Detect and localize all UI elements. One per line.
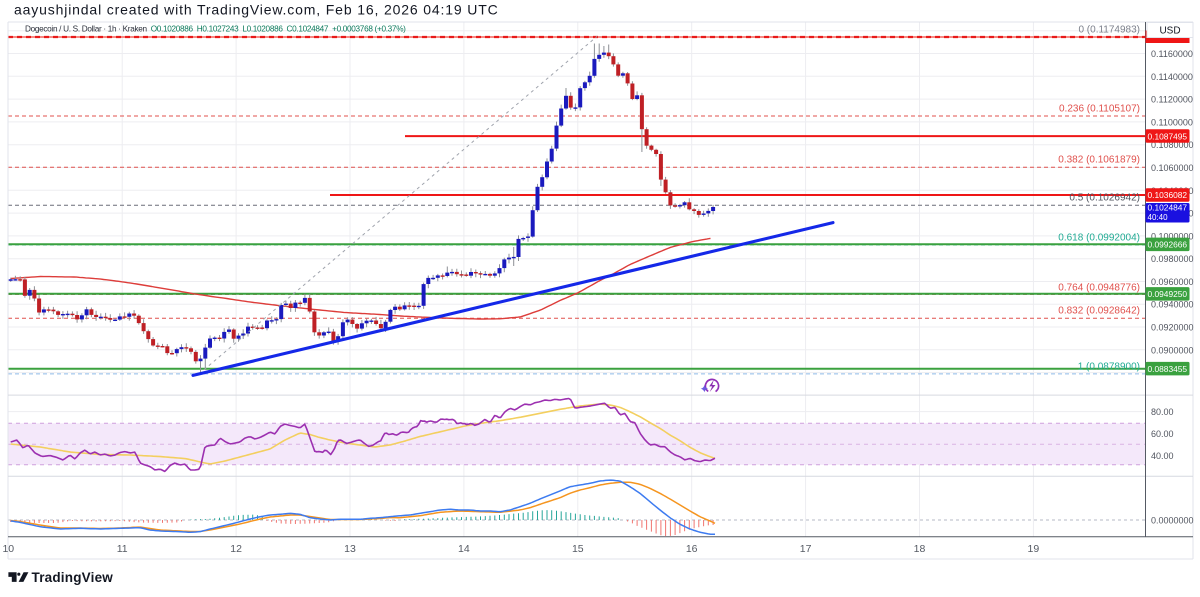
svg-text:0.1000000: 0.1000000 xyxy=(1151,231,1194,241)
svg-text:80.00: 80.00 xyxy=(1151,407,1174,417)
svg-text:10: 10 xyxy=(2,543,14,555)
svg-text:0.1120000: 0.1120000 xyxy=(1151,95,1193,105)
svg-text:0.382 (0.1061879): 0.382 (0.1061879) xyxy=(1058,155,1140,166)
svg-text:0.0980000: 0.0980000 xyxy=(1151,254,1194,264)
svg-text:1 (0.0878900): 1 (0.0878900) xyxy=(1078,361,1140,372)
svg-text:0.1036082: 0.1036082 xyxy=(1148,190,1188,200)
svg-text:18: 18 xyxy=(914,543,926,555)
svg-text:0.1087495: 0.1087495 xyxy=(1148,131,1188,141)
svg-text:15: 15 xyxy=(572,543,584,555)
svg-text:0.1080000: 0.1080000 xyxy=(1151,140,1194,150)
svg-text:0.832 (0.0928642): 0.832 (0.0928642) xyxy=(1058,306,1140,317)
svg-text:0.236 (0.1105107): 0.236 (0.1105107) xyxy=(1059,104,1140,115)
svg-text:TradingView: TradingView xyxy=(32,570,114,585)
svg-text:0.1024847: 0.1024847 xyxy=(1148,203,1188,213)
svg-text:0.0000000: 0.0000000 xyxy=(1151,516,1194,526)
svg-text:0.0940000: 0.0940000 xyxy=(1151,300,1194,310)
svg-text:11: 11 xyxy=(117,543,128,555)
svg-text:0.5 (0.1026942): 0.5 (0.1026942) xyxy=(1069,193,1140,204)
svg-text:14: 14 xyxy=(458,543,470,555)
svg-text:0.1100000: 0.1100000 xyxy=(1151,117,1193,127)
svg-text:60.00: 60.00 xyxy=(1151,429,1174,439)
svg-text:0.0960000: 0.0960000 xyxy=(1151,277,1194,287)
svg-text:0.1160000: 0.1160000 xyxy=(1151,49,1193,59)
svg-text:16: 16 xyxy=(686,543,698,555)
svg-text:0.0920000: 0.0920000 xyxy=(1151,323,1194,333)
svg-text:0.764 (0.0948776): 0.764 (0.0948776) xyxy=(1058,282,1140,293)
svg-text:0.0949250: 0.0949250 xyxy=(1148,289,1188,299)
svg-text:0.1140000: 0.1140000 xyxy=(1151,72,1193,82)
svg-text:0.618 (0.0992004): 0.618 (0.0992004) xyxy=(1058,232,1140,243)
svg-text:0.1060000: 0.1060000 xyxy=(1151,163,1194,173)
svg-text:17: 17 xyxy=(800,543,812,555)
svg-text:USD: USD xyxy=(1159,26,1180,37)
svg-text:aayushjindal created with Trad: aayushjindal created with TradingView.co… xyxy=(14,2,499,18)
svg-text:12: 12 xyxy=(230,543,242,555)
svg-text:40:40: 40:40 xyxy=(1148,213,1169,222)
svg-text:40.00: 40.00 xyxy=(1151,451,1174,461)
svg-text:13: 13 xyxy=(344,543,356,555)
svg-text:19: 19 xyxy=(1028,543,1040,555)
svg-text:0.0900000: 0.0900000 xyxy=(1151,345,1194,355)
svg-text:0.0992666: 0.0992666 xyxy=(1148,240,1188,250)
svg-text:0.0883455: 0.0883455 xyxy=(1148,364,1188,374)
svg-text:Dogecoin / U. S. Dollar · 1h ·: Dogecoin / U. S. Dollar · 1h · Kraken O0… xyxy=(25,25,406,34)
svg-text:0 (0.1174983): 0 (0.1174983) xyxy=(1078,24,1140,35)
